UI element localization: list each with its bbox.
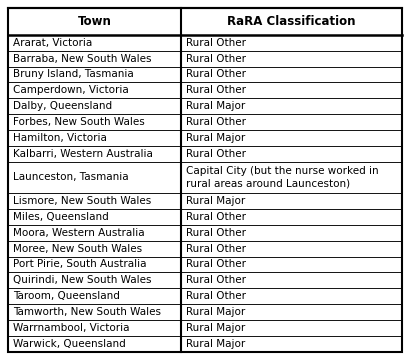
Text: Capital City (but the nurse worked in
rural areas around Launceston): Capital City (but the nurse worked in ru…: [186, 166, 378, 189]
Text: Rural Other: Rural Other: [186, 38, 246, 48]
Bar: [8, 240, 181, 257]
Text: Rural Other: Rural Other: [186, 54, 246, 64]
Text: Camperdown, Victoria: Camperdown, Victoria: [13, 85, 128, 95]
Bar: [8, 51, 181, 67]
Text: RaRA Classification: RaRA Classification: [227, 15, 355, 28]
Text: Moree, New South Wales: Moree, New South Wales: [13, 244, 142, 253]
Bar: [181, 320, 401, 336]
Text: Lismore, New South Wales: Lismore, New South Wales: [13, 196, 151, 206]
Text: Rural Major: Rural Major: [186, 101, 245, 111]
Bar: [8, 146, 181, 162]
Bar: [8, 209, 181, 225]
Text: Rural Other: Rural Other: [186, 69, 246, 80]
Bar: [181, 130, 401, 146]
Text: Dalby, Queensland: Dalby, Queensland: [13, 101, 112, 111]
Bar: [8, 288, 181, 304]
Bar: [8, 114, 181, 130]
Text: Kalbarri, Western Australia: Kalbarri, Western Australia: [13, 149, 153, 159]
Bar: [181, 240, 401, 257]
Bar: [8, 35, 181, 51]
Text: Rural Other: Rural Other: [186, 275, 246, 285]
Bar: [181, 225, 401, 240]
Text: Rural Major: Rural Major: [186, 323, 245, 333]
Text: Quirindi, New South Wales: Quirindi, New South Wales: [13, 275, 151, 285]
Text: Bruny Island, Tasmania: Bruny Island, Tasmania: [13, 69, 133, 80]
Text: Port Pirie, South Australia: Port Pirie, South Australia: [13, 260, 146, 269]
Bar: [181, 82, 401, 98]
Bar: [8, 304, 181, 320]
Bar: [8, 162, 181, 193]
Bar: [8, 8, 181, 35]
Bar: [181, 67, 401, 82]
Bar: [181, 35, 401, 51]
Bar: [181, 193, 401, 209]
Bar: [181, 304, 401, 320]
Bar: [8, 82, 181, 98]
Bar: [8, 257, 181, 273]
Text: Town: Town: [78, 15, 111, 28]
Bar: [181, 146, 401, 162]
Text: Rural Other: Rural Other: [186, 244, 246, 253]
Bar: [8, 273, 181, 288]
Text: Rural Major: Rural Major: [186, 307, 245, 317]
Text: Rural Other: Rural Other: [186, 260, 246, 269]
Text: Rural Other: Rural Other: [186, 228, 246, 238]
Text: Ararat, Victoria: Ararat, Victoria: [13, 38, 92, 48]
Text: Rural Major: Rural Major: [186, 133, 245, 143]
Bar: [181, 114, 401, 130]
Text: Launceston, Tasmania: Launceston, Tasmania: [13, 172, 128, 183]
Bar: [8, 67, 181, 82]
Bar: [8, 225, 181, 240]
Text: Miles, Queensland: Miles, Queensland: [13, 212, 108, 222]
Text: Moora, Western Australia: Moora, Western Australia: [13, 228, 144, 238]
Text: Taroom, Queensland: Taroom, Queensland: [13, 291, 119, 301]
Text: Warwick, Queensland: Warwick, Queensland: [13, 339, 126, 349]
Text: Rural Other: Rural Other: [186, 149, 246, 159]
Bar: [8, 320, 181, 336]
Text: Rural Major: Rural Major: [186, 196, 245, 206]
Text: Rural Other: Rural Other: [186, 212, 246, 222]
Bar: [181, 336, 401, 352]
Text: Rural Other: Rural Other: [186, 117, 246, 127]
Bar: [8, 336, 181, 352]
Bar: [181, 209, 401, 225]
Text: Barraba, New South Wales: Barraba, New South Wales: [13, 54, 151, 64]
Text: Hamilton, Victoria: Hamilton, Victoria: [13, 133, 107, 143]
Text: Rural Major: Rural Major: [186, 339, 245, 349]
Text: Rural Other: Rural Other: [186, 291, 246, 301]
Bar: [181, 257, 401, 273]
Bar: [181, 51, 401, 67]
Bar: [8, 130, 181, 146]
Text: Rural Other: Rural Other: [186, 85, 246, 95]
Bar: [181, 98, 401, 114]
Text: Tamworth, New South Wales: Tamworth, New South Wales: [13, 307, 161, 317]
Bar: [181, 8, 401, 35]
Bar: [181, 288, 401, 304]
Text: Warrnambool, Victoria: Warrnambool, Victoria: [13, 323, 129, 333]
Text: Forbes, New South Wales: Forbes, New South Wales: [13, 117, 144, 127]
Bar: [181, 273, 401, 288]
Bar: [181, 162, 401, 193]
Bar: [8, 193, 181, 209]
Bar: [8, 98, 181, 114]
